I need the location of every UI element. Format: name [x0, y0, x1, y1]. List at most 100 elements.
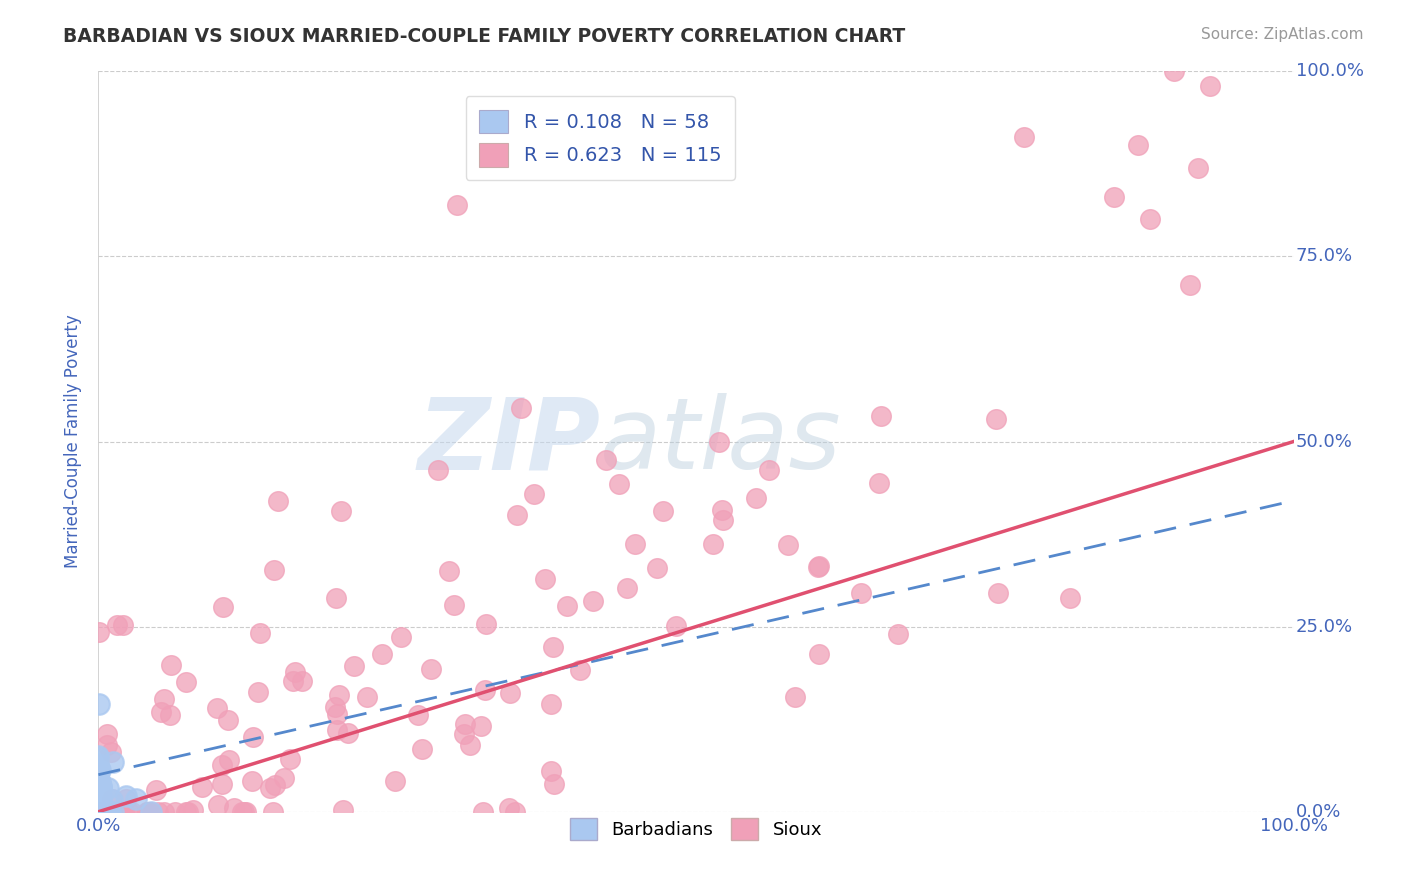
Point — [328, 688, 350, 702]
Point — [224, 801, 246, 815]
Point — [89, 805, 111, 819]
Point — [472, 805, 495, 819]
Point — [336, 726, 359, 740]
Text: Source: ZipAtlas.com: Source: ZipAtlas.com — [1201, 27, 1364, 42]
Point — [103, 805, 125, 819]
Point — [1178, 278, 1201, 293]
Point — [1163, 64, 1185, 78]
Point — [470, 719, 492, 733]
Point — [342, 659, 364, 673]
Point — [87, 805, 110, 819]
Point — [87, 805, 110, 819]
Point — [595, 453, 617, 467]
Point — [330, 504, 353, 518]
Point — [87, 805, 110, 819]
Point — [1059, 591, 1081, 606]
Point — [96, 805, 118, 819]
Point — [371, 647, 394, 661]
Point — [89, 805, 111, 819]
Point — [665, 619, 688, 633]
Point — [190, 780, 212, 794]
Point — [87, 805, 110, 819]
Point — [125, 791, 148, 805]
Point — [90, 789, 112, 804]
Point — [87, 756, 110, 771]
Point — [426, 463, 449, 477]
Point — [150, 705, 173, 719]
Point — [419, 662, 441, 676]
Point — [93, 805, 115, 819]
Point — [90, 805, 112, 819]
Point — [89, 805, 111, 819]
Point — [159, 708, 181, 723]
Point — [652, 504, 675, 518]
Point — [987, 586, 1010, 600]
Point — [406, 708, 429, 723]
Point — [135, 805, 157, 819]
Point — [533, 572, 555, 586]
Point — [87, 805, 110, 819]
Point — [323, 699, 346, 714]
Point — [114, 805, 136, 819]
Point — [439, 565, 461, 579]
Point — [89, 777, 111, 791]
Point — [1012, 129, 1035, 144]
Point — [111, 805, 134, 819]
Point — [87, 748, 110, 763]
Point — [97, 780, 120, 795]
Point — [87, 805, 110, 819]
Point — [849, 586, 872, 600]
Point — [443, 598, 465, 612]
Point — [325, 591, 347, 605]
Point — [87, 751, 110, 765]
Point — [713, 513, 735, 527]
Point — [808, 648, 831, 662]
Point — [453, 727, 475, 741]
Point — [607, 477, 630, 491]
Point — [139, 805, 162, 819]
Point — [284, 665, 307, 679]
Point — [249, 626, 271, 640]
Point — [207, 797, 229, 812]
Point — [710, 503, 733, 517]
Text: 50.0%: 50.0% — [1296, 433, 1353, 450]
Point — [211, 758, 233, 772]
Point — [543, 640, 565, 654]
Point — [647, 561, 669, 575]
Point — [90, 805, 112, 819]
Point — [145, 782, 167, 797]
Point — [446, 197, 468, 211]
Point — [869, 409, 891, 423]
Point — [87, 805, 110, 819]
Point — [87, 773, 110, 788]
Point — [332, 803, 354, 817]
Point — [1187, 161, 1209, 175]
Point — [259, 780, 281, 795]
Point — [389, 630, 412, 644]
Point — [783, 690, 806, 705]
Point — [136, 805, 159, 819]
Point — [96, 727, 118, 741]
Legend: Barbadians, Sioux: Barbadians, Sioux — [562, 811, 830, 847]
Point — [93, 805, 115, 819]
Point — [278, 752, 301, 766]
Point — [263, 778, 285, 792]
Point — [212, 600, 235, 615]
Point — [887, 627, 910, 641]
Point — [807, 560, 830, 574]
Point — [183, 803, 205, 817]
Point — [411, 742, 433, 756]
Text: 0.0%: 0.0% — [1296, 803, 1341, 821]
Point — [159, 657, 181, 672]
Point — [90, 779, 112, 793]
Point — [233, 805, 256, 819]
Point — [141, 805, 163, 819]
Point — [557, 599, 579, 613]
Point — [87, 805, 110, 819]
Point — [101, 805, 124, 819]
Point — [87, 624, 110, 639]
Text: 75.0%: 75.0% — [1296, 247, 1353, 266]
Point — [231, 805, 253, 819]
Point — [510, 401, 533, 416]
Point — [702, 536, 724, 550]
